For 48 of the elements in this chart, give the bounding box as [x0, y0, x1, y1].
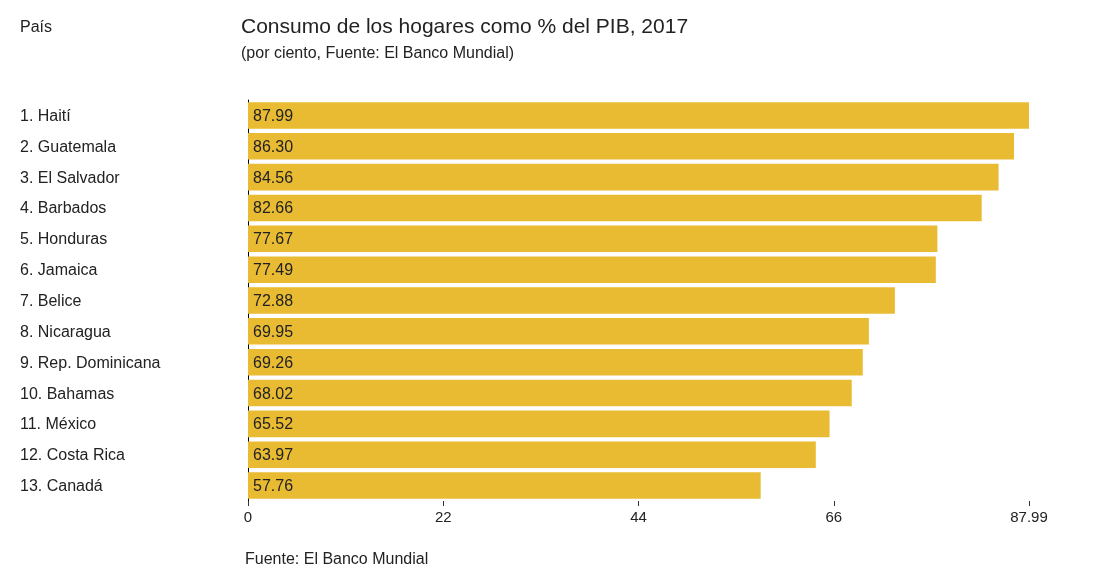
- data-label: 86.30: [253, 137, 294, 155]
- y-tick-label: 10. Bahamas: [20, 384, 115, 402]
- x-tick-label: 0: [243, 508, 253, 525]
- x-tick-label: 87.99: [1010, 508, 1048, 525]
- bar: [248, 287, 895, 314]
- y-tick-label: 12. Costa Rica: [20, 446, 126, 464]
- bar: [248, 410, 830, 438]
- data-label: 77.49: [253, 261, 294, 279]
- data-label: 68.02: [253, 384, 294, 402]
- bar: [248, 225, 938, 253]
- data-label: 87.99: [253, 106, 294, 124]
- y-tick-label: 3. El Salvador: [20, 168, 121, 186]
- y-tick-label: 2. Guatemala: [20, 137, 117, 155]
- data-label: 63.97: [253, 446, 294, 464]
- bar: [248, 379, 852, 407]
- y-tick-label: 13. Canadá: [20, 477, 103, 495]
- y-tick-label: 4. Barbados: [20, 199, 107, 217]
- source-note: Fuente: El Banco Mundial: [245, 549, 429, 567]
- bar: [248, 348, 863, 376]
- y-tick-label: 5. Honduras: [20, 230, 108, 248]
- bar: [248, 318, 869, 345]
- x-tick-label: 66: [825, 508, 843, 525]
- chart-title: Consumo de los hogares como % del PIB, 2017: [241, 14, 689, 37]
- bar: [248, 256, 936, 283]
- x-tick-label: 22: [434, 508, 452, 525]
- y-axis-title: País: [20, 17, 53, 35]
- data-label: 69.95: [253, 322, 294, 340]
- y-tick-label: 9. Rep. Dominicana: [20, 353, 161, 371]
- bar: [248, 163, 999, 191]
- bar: [248, 472, 761, 499]
- y-tick-label: 7. Belice: [20, 292, 82, 309]
- chart-subtitle: (por ciento, Fuente: El Banco Mundial): [241, 43, 515, 61]
- data-label: 57.76: [253, 477, 294, 495]
- data-label: 65.52: [253, 415, 294, 433]
- y-tick-label: 8. Nicaragua: [20, 322, 111, 340]
- bar: [248, 102, 1029, 129]
- data-label: 69.26: [253, 353, 294, 371]
- bar: [248, 441, 816, 468]
- y-tick-label: 11. México: [20, 415, 97, 433]
- x-tick-label: 44: [630, 508, 647, 525]
- data-label: 82.66: [253, 199, 294, 217]
- bar: [248, 133, 1014, 160]
- data-label: 84.56: [253, 168, 294, 186]
- data-label: 72.88: [253, 292, 294, 309]
- data-label: 77.67: [253, 230, 294, 248]
- bar: [248, 194, 982, 222]
- y-tick-label: 6. Jamaica: [20, 261, 98, 279]
- y-tick-label: 1. Haití: [20, 106, 72, 124]
